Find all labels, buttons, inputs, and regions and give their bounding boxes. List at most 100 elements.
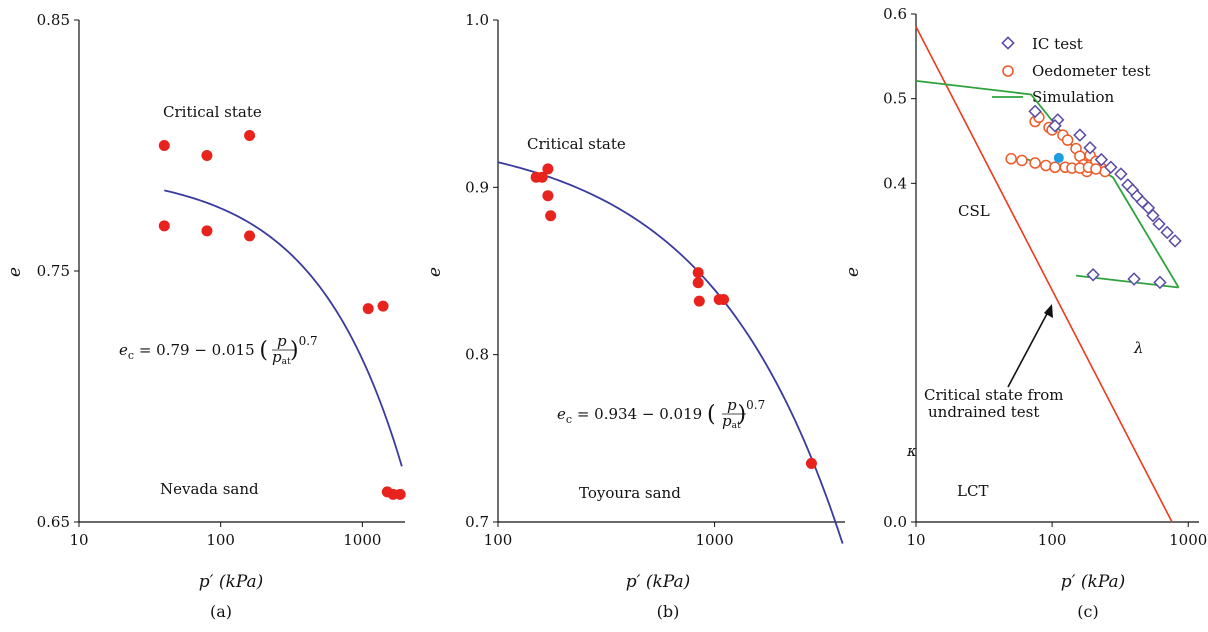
- oedometer-point: [1029, 157, 1041, 169]
- lct-label: LCT: [957, 482, 988, 500]
- equation-rhs: = 0.79 − 0.015: [134, 341, 259, 359]
- y-tick-label: 0.85: [37, 11, 70, 29]
- equation-exp: 0.7: [746, 398, 765, 412]
- data-point: [692, 277, 704, 289]
- ic-test-point: [1094, 152, 1109, 167]
- data-point: [542, 190, 554, 202]
- csl-label: CSL: [958, 202, 990, 220]
- ic-test-point: [1048, 119, 1062, 133]
- x-axis-label: p′ (kPa): [199, 572, 264, 592]
- y-tick-label: 0.4: [883, 174, 907, 192]
- x-axis-label: p′ (kPa): [626, 572, 691, 592]
- critical-note-arrow: [1007, 304, 1053, 388]
- equation-lhs: e: [119, 341, 128, 359]
- x-tick-label: 10: [906, 531, 925, 549]
- x-tick-label: 100: [206, 531, 235, 549]
- kappa-label: κ: [906, 442, 917, 460]
- legend-label-oedometer: Oedometer test: [1032, 62, 1150, 80]
- y-tick-label: 0.65: [37, 513, 70, 531]
- panel-caption: (b): [657, 602, 680, 621]
- data-point: [377, 300, 389, 312]
- x-tick-label: 10: [69, 531, 88, 549]
- legend-label-simulation: Simulation: [1032, 88, 1115, 106]
- ic-test-point: [1127, 272, 1141, 286]
- simulation-line: [915, 79, 1180, 288]
- oedometer-point: [1049, 161, 1061, 173]
- x-tick-label: 100: [484, 531, 513, 549]
- equation-sub: c: [566, 413, 572, 426]
- equation: ec = 0.934 − 0.019 ()0.7: [557, 398, 765, 427]
- ic-test-point: [1114, 167, 1128, 181]
- equation-num: p: [277, 332, 287, 350]
- oedometer-point: [1040, 159, 1052, 172]
- equation-lparen: (: [259, 338, 268, 363]
- y-tick-label: 0.8: [465, 346, 489, 364]
- data-point: [158, 140, 170, 151]
- y-axis-label: e: [425, 267, 445, 277]
- equation-num: p: [727, 396, 737, 414]
- data-point: [805, 457, 817, 469]
- data-point: [542, 163, 554, 175]
- oedometer-point: [1005, 153, 1017, 165]
- equation-fraction: p pat: [272, 332, 296, 367]
- ic-test-point: [1160, 225, 1174, 240]
- y-tick-label: 1.0: [465, 11, 489, 29]
- data-point: [201, 225, 213, 237]
- data-point: [244, 129, 256, 141]
- oedometer-point: [1016, 154, 1028, 167]
- ic-test-point: [1086, 268, 1100, 282]
- x-tick-label: 1000: [343, 531, 381, 549]
- critical-note-line1: Critical state from: [924, 386, 1064, 404]
- y-tick-label: 0.9: [465, 178, 489, 196]
- ic-test-point: [1152, 217, 1166, 231]
- ic-test-point: [1104, 160, 1118, 174]
- y-axis-label: e: [5, 267, 25, 277]
- data-point: [692, 267, 704, 279]
- sand-name-label: Toyoura sand: [579, 484, 681, 502]
- x-tick-label: 100: [1038, 531, 1067, 549]
- legend-marker-oedometer: [1002, 65, 1014, 77]
- ic-test-point: [1083, 141, 1097, 155]
- data-point: [394, 488, 406, 500]
- panel-a: Critical state Nevada sand ec = 0.79 − 0…: [5, 11, 406, 621]
- panel-caption: (a): [210, 602, 232, 621]
- data-point: [536, 171, 548, 183]
- y-tick-label: 0.6: [883, 5, 907, 23]
- critical-note-line2: undrained test: [928, 403, 1039, 421]
- lambda-label: λ: [1133, 339, 1144, 357]
- ic-test-point: [1028, 104, 1042, 119]
- y-tick-label: 0.5: [883, 90, 907, 108]
- equation-rhs: = 0.934 − 0.019: [572, 405, 707, 423]
- panel-c: CSL LCT λ κ Critical state from undraine…: [843, 5, 1207, 621]
- x-tick-label: 1000: [1169, 531, 1207, 549]
- critical-state-curve: [497, 161, 844, 544]
- x-axis-label: p′ (kPa): [1061, 572, 1126, 592]
- equation-exp: 0.7: [299, 334, 318, 348]
- critical-state-curve: [164, 189, 403, 467]
- equation: ec = 0.79 − 0.015 ()0.7: [119, 334, 318, 363]
- data-point: [244, 230, 256, 242]
- critical-state-label: Critical state: [163, 103, 262, 121]
- equation-den: pat: [272, 348, 291, 367]
- equation-fraction: p pat: [722, 396, 746, 431]
- legend-label-ic: IC test: [1032, 35, 1083, 53]
- x-tick-label: 1000: [696, 531, 734, 549]
- oedometer-point: [1061, 134, 1074, 146]
- legend: IC test Oedometer test Simulation: [992, 35, 1150, 106]
- oedometer-point: [1090, 163, 1102, 175]
- equation-rparen: ): [738, 402, 747, 427]
- equation-rparen: ): [290, 338, 299, 363]
- sand-name-label: Nevada sand: [160, 480, 259, 498]
- data-point: [158, 220, 170, 232]
- panel-b: Critical state Toyoura sand ec = 0.934 −…: [425, 11, 845, 621]
- equation-den: pat: [722, 412, 741, 431]
- data-point: [362, 303, 374, 315]
- y-tick-label: 0.75: [37, 262, 70, 280]
- equation-lhs: e: [557, 405, 566, 423]
- y-tick-label: 0.7: [465, 513, 489, 531]
- ic-test-point: [1153, 275, 1167, 290]
- equation-sub: c: [128, 349, 134, 362]
- csl-line: [915, 26, 1173, 523]
- equation-lparen: (: [707, 402, 716, 427]
